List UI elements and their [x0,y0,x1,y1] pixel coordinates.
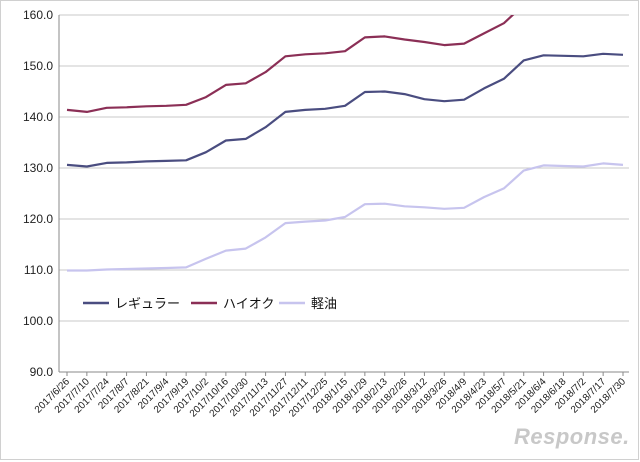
legend-label: 軽油 [311,296,337,311]
y-tick-label: 140.0 [23,110,53,124]
y-tick-label: 160.0 [23,8,53,22]
y-tick-label: 100.0 [23,314,53,328]
y-tick-label: 110.0 [24,263,53,277]
legend-label: レギュラー [115,296,180,311]
series-line-ハイオク [66,15,515,114]
y-tick-label: 120.0 [23,212,53,226]
legend-label: ハイオク [223,296,274,311]
response-watermark-logo: Response. [514,424,630,449]
y-tick-label: 130.0 [23,161,53,175]
series-line-軽油 [67,162,624,272]
series-line-レギュラー [66,52,624,168]
y-tick-label: 150.0 [23,59,53,73]
series-lines [66,15,624,272]
y-tick-label: 90.0 [30,365,54,379]
